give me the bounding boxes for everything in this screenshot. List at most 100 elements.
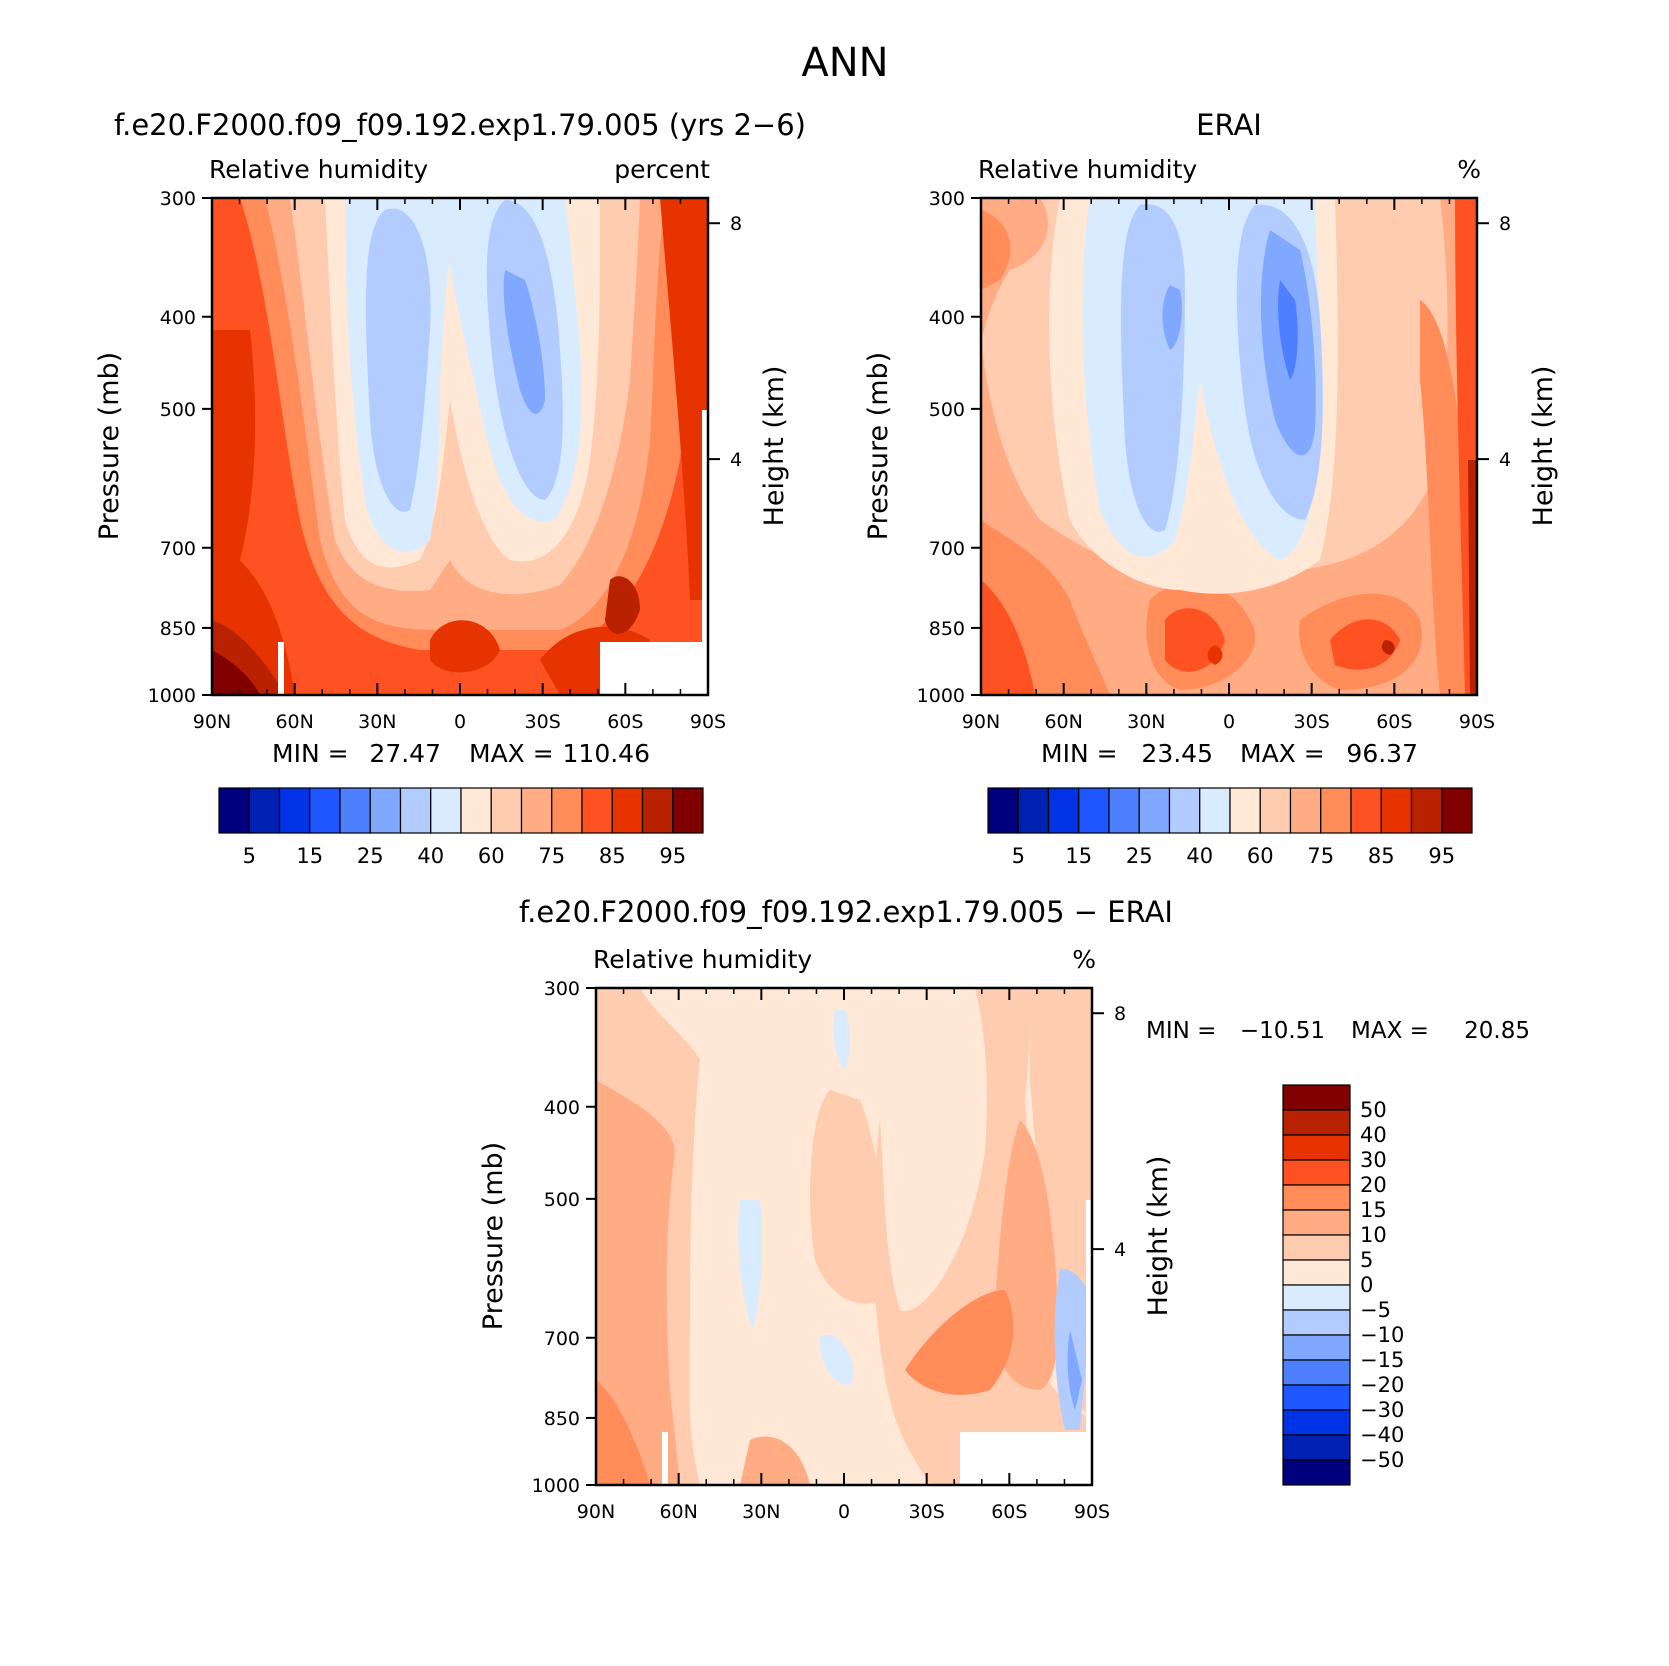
panel-diff-max-value: 20.85 xyxy=(1464,1018,1530,1044)
colorbar-swatch xyxy=(1282,1309,1351,1336)
colorbar-swatch xyxy=(611,787,644,834)
x-tick-label: 30N xyxy=(358,711,396,733)
x-tick-label: 0 xyxy=(1223,711,1235,733)
y-right-tick-label: 8 xyxy=(730,213,742,235)
y-tick-label: 500 xyxy=(929,399,965,421)
panel-model-ylabel: Pressure (mb) xyxy=(94,352,125,540)
colorbar-label: 75 xyxy=(1307,844,1334,868)
colorbar-label: 25 xyxy=(357,844,384,868)
colorbar-swatch xyxy=(1282,1134,1351,1161)
colorbar-label: 40 xyxy=(417,844,444,868)
colorbar-label: 60 xyxy=(478,844,505,868)
x-tick-label: 90N xyxy=(577,1501,615,1523)
y-tick-label: 400 xyxy=(544,1097,580,1119)
colorbar-swatch xyxy=(1282,1184,1351,1211)
panel-obs-min-label: MIN = xyxy=(1041,739,1118,768)
colorbar-swatch xyxy=(218,787,250,834)
colorbar-swatch xyxy=(1282,1384,1351,1411)
x-tick-label: 0 xyxy=(454,711,466,733)
y-right-tick-label: 4 xyxy=(1114,1239,1126,1261)
colorbar-label: 30 xyxy=(1360,1148,1387,1172)
y-tick-label: 1000 xyxy=(917,685,965,707)
panel-diff: f.e20.F2000.f09_f09.192.exp1.79.005 − ER… xyxy=(478,895,1530,1523)
y-right-tick-label: 8 xyxy=(1114,1003,1126,1025)
panel-obs-max-label: MAX = xyxy=(1240,739,1325,768)
x-tick-label: 30S xyxy=(525,711,561,733)
panel-diff-right-label: % xyxy=(1072,945,1096,974)
y-tick-label: 1000 xyxy=(532,1475,580,1497)
colorbar-swatch xyxy=(1047,787,1080,834)
y-tick-label: 500 xyxy=(544,1189,580,1211)
colorbar-swatch xyxy=(278,787,311,834)
colorbar-label: 15 xyxy=(1065,844,1092,868)
y-tick-label: 850 xyxy=(544,1408,580,1430)
panel-model-axes: 90N 60N 30N 0 30S 60S 90S 300 400 500 700 850 1000 8 4 xyxy=(148,188,742,733)
colorbar-swatch xyxy=(460,787,492,834)
colorbar-label: 25 xyxy=(1126,844,1153,868)
panel-model-max-value: 110.46 xyxy=(563,739,650,768)
panel-model-left-label: Relative humidity xyxy=(209,155,428,184)
panel-obs-title: ERAI xyxy=(1196,108,1262,142)
panel-obs-max-value: 96.37 xyxy=(1346,739,1418,768)
colorbar-label: −40 xyxy=(1360,1423,1404,1447)
x-tick-label: 30S xyxy=(1294,711,1330,733)
colorbar-swatch xyxy=(399,787,432,834)
colorbar-swatch xyxy=(1229,787,1261,834)
colorbar-swatch xyxy=(1282,1434,1351,1461)
x-tick-label: 30N xyxy=(742,1501,780,1523)
y-tick-label: 300 xyxy=(929,188,965,210)
y-tick-label: 700 xyxy=(544,1328,580,1350)
colorbar-swatch xyxy=(1108,787,1140,834)
y-tick-label: 850 xyxy=(929,618,965,640)
panel-model-min-value: 27.47 xyxy=(369,739,441,768)
panel-diff-max-label: MAX = xyxy=(1351,1018,1429,1044)
x-tick-label: 90S xyxy=(1074,1501,1110,1523)
x-tick-label: 90N xyxy=(962,711,1000,733)
colorbar-label: 95 xyxy=(1428,844,1455,868)
colorbar-swatch xyxy=(1199,787,1231,834)
y-tick-label: 1000 xyxy=(148,685,196,707)
y-tick-label: 700 xyxy=(160,538,196,560)
colorbar-label: 50 xyxy=(1360,1098,1387,1122)
colorbar-swatch xyxy=(1282,1409,1351,1436)
panel-obs-ylabel-right: Height (km) xyxy=(1528,366,1559,527)
colorbar-swatch xyxy=(1282,1084,1351,1111)
colorbar-label: 15 xyxy=(296,844,323,868)
y-tick-label: 300 xyxy=(544,978,580,1000)
colorbar-label: −50 xyxy=(1360,1448,1404,1472)
y-tick-label: 700 xyxy=(929,538,965,560)
panel-diff-min-label: MIN = xyxy=(1146,1018,1216,1044)
panel-obs-right-label: % xyxy=(1457,155,1481,184)
x-tick-label: 30N xyxy=(1127,711,1165,733)
colorbar-label: −10 xyxy=(1360,1323,1404,1347)
y-right-tick-label: 8 xyxy=(1499,213,1511,235)
panel-diff-min-value: −10.51 xyxy=(1240,1018,1325,1044)
panel-model: f.e20.F2000.f09_f09.192.exp1.79.005 (yrs… xyxy=(94,108,806,868)
colorbar-swatch xyxy=(339,787,371,834)
panel-obs-field xyxy=(981,198,1477,695)
panel-diff-field xyxy=(596,988,1092,1485)
y-right-tick-label: 4 xyxy=(730,449,742,471)
panel-obs-left-label: Relative humidity xyxy=(978,155,1197,184)
colorbar-swatch xyxy=(1282,1334,1351,1361)
colorbar-label: 60 xyxy=(1247,844,1274,868)
colorbar-swatch xyxy=(1282,1359,1351,1386)
colorbar-label: 75 xyxy=(538,844,565,868)
page-title: ANN xyxy=(801,40,888,86)
colorbar-swatch xyxy=(1350,787,1382,834)
colorbar-swatch xyxy=(987,787,1019,834)
colorbar-swatch xyxy=(1138,787,1171,834)
colorbar-swatch xyxy=(1320,787,1352,834)
colorbar-swatch xyxy=(369,787,402,834)
colorbar-label: 5 xyxy=(1360,1248,1373,1272)
colorbar-label: 10 xyxy=(1360,1223,1387,1247)
panel-obs-axes: 90N 60N 30N 0 30S 60S 90S 300 400 500 700 850 1000 8 4 xyxy=(917,188,1511,733)
x-tick-label: 90N xyxy=(193,711,231,733)
colorbar-label: 40 xyxy=(1186,844,1213,868)
panel-model-title: f.e20.F2000.f09_f09.192.exp1.79.005 (yrs… xyxy=(114,108,806,142)
x-tick-label: 90S xyxy=(1459,711,1495,733)
colorbar-swatch xyxy=(1441,787,1473,834)
panel-diff-ylabel: Pressure (mb) xyxy=(478,1142,509,1330)
